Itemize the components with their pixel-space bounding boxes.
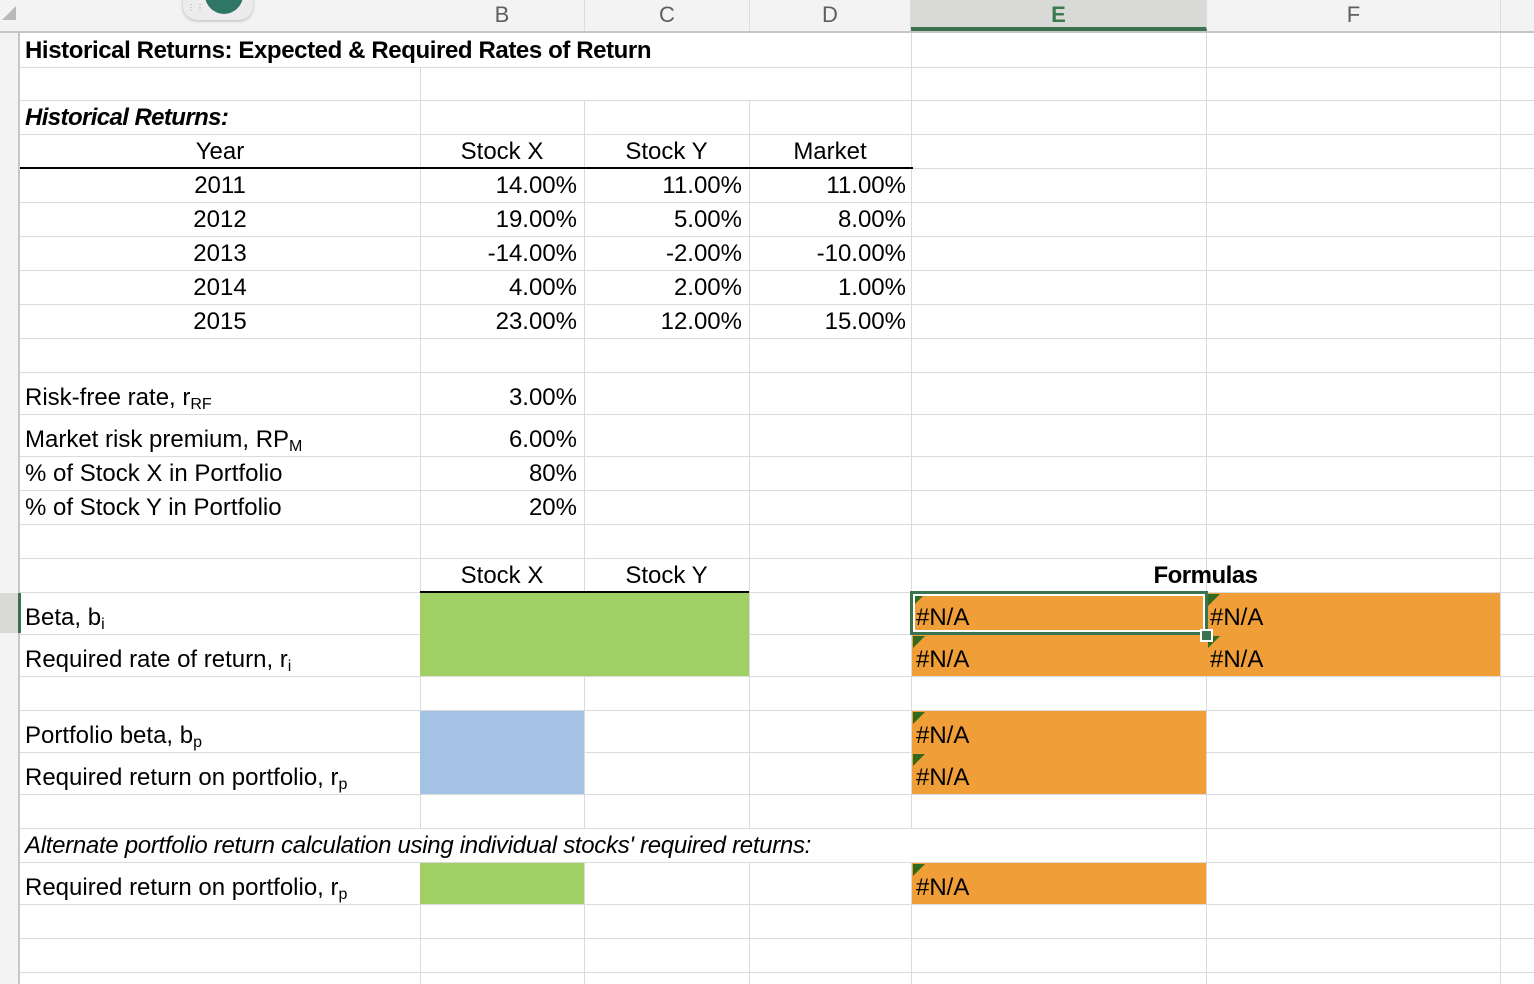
alt-portfolio-return-input-cell[interactable] [420, 863, 584, 904]
column-header-b[interactable]: B [420, 0, 585, 31]
stock-y-cell[interactable]: -2.00% [665, 240, 742, 267]
active-cell-selection[interactable] [910, 591, 1208, 635]
stock-y-cell[interactable]: 12.00% [660, 308, 742, 335]
portfolio-beta-label: Portfolio beta, bp [25, 722, 203, 751]
formula-cell-alt [912, 863, 1206, 904]
formula-required-y[interactable]: #N/A [1210, 646, 1264, 673]
column-header-e[interactable]: E [911, 0, 1207, 31]
sheet-title: Historical Returns: Expected & Required … [25, 37, 652, 64]
risk-free-value[interactable]: 3.00% [508, 384, 577, 411]
pct-stock-x-label: % of Stock X in Portfolio [25, 460, 283, 487]
error-indicator-icon[interactable] [913, 754, 925, 766]
market-cell[interactable]: -10.00% [816, 240, 906, 267]
drag-handle-icon[interactable]: ⋮⋮ [187, 3, 205, 12]
column-header-d[interactable]: D [750, 0, 911, 31]
pct-stock-x-value[interactable]: 80% [528, 460, 577, 487]
column-header-c[interactable]: C [585, 0, 750, 31]
year-cell[interactable]: 2012 [193, 206, 247, 233]
formula-alt-portfolio-return[interactable]: #N/A [916, 874, 970, 901]
error-indicator-icon[interactable] [913, 712, 925, 724]
error-indicator-icon[interactable] [913, 636, 925, 648]
beta-label: Beta, bi [25, 604, 105, 633]
market-cell[interactable]: 8.00% [837, 206, 906, 233]
calc-header-stock-y: Stock Y [625, 562, 708, 589]
stock-x-cell[interactable]: 19.00% [495, 206, 577, 233]
market-cell[interactable]: 15.00% [824, 308, 906, 335]
section-label-historical: Historical Returns: [25, 104, 229, 131]
market-risk-premium-value[interactable]: 6.00% [508, 426, 577, 453]
select-all-corner[interactable] [0, 0, 18, 31]
column-header-bar: B C D E F [0, 0, 1534, 33]
row-header-selected[interactable] [0, 593, 21, 633]
column-header-f[interactable]: F [1207, 0, 1501, 31]
stock-y-cell[interactable]: 5.00% [673, 206, 742, 233]
required-rate-label: Required rate of return, ri [25, 646, 292, 675]
select-all-icon [2, 6, 16, 20]
stock-x-cell[interactable]: 14.00% [495, 172, 577, 199]
alternate-calc-label: Alternate portfolio return calculation u… [25, 832, 812, 859]
stock-y-cell[interactable]: 11.00% [662, 172, 742, 199]
stock-x-cell[interactable]: 4.00% [508, 274, 577, 301]
spreadsheet-grid[interactable]: Historical Returns: Expected & Required … [20, 33, 1534, 984]
formula-cells-portfolio [912, 711, 1206, 794]
stock-x-cell[interactable]: -14.00% [487, 240, 577, 267]
error-indicator-icon[interactable] [913, 594, 925, 606]
market-cell[interactable]: 11.00% [826, 172, 906, 199]
year-cell[interactable]: 2011 [194, 172, 246, 199]
risk-free-label: Risk-free rate, rRF [25, 384, 212, 413]
required-portfolio-return-label: Required return on portfolio, rp [25, 764, 348, 793]
header-stock-y: Stock Y [625, 138, 708, 165]
pct-stock-y-value[interactable]: 20% [528, 494, 577, 521]
add-in-launcher-button[interactable]: ⋮⋮ [183, 0, 253, 20]
year-cell[interactable]: 2015 [193, 308, 247, 335]
market-cell[interactable]: 1.00% [837, 274, 906, 301]
year-cell[interactable]: 2013 [193, 240, 247, 267]
formula-portfolio-beta[interactable]: #N/A [916, 722, 970, 749]
calc-header-stock-x: Stock X [460, 562, 544, 589]
row-header-gutter [0, 33, 20, 984]
calc-header-underline [420, 591, 749, 593]
header-stock-x: Stock X [460, 138, 544, 165]
formula-portfolio-return[interactable]: #N/A [916, 764, 970, 791]
formula-required-x[interactable]: #N/A [916, 646, 970, 673]
alt-required-return-label: Required return on portfolio, rp [25, 874, 348, 903]
stock-x-cell[interactable]: 23.00% [495, 308, 577, 335]
formulas-label: Formulas [1153, 562, 1258, 589]
stock-y-cell[interactable]: 2.00% [673, 274, 742, 301]
header-underline [20, 167, 913, 169]
year-cell[interactable]: 2014 [193, 274, 247, 301]
error-indicator-icon[interactable] [913, 864, 925, 876]
error-indicator-icon[interactable] [1208, 594, 1220, 606]
header-market: Market [793, 138, 867, 165]
add-in-logo-icon [205, 0, 243, 14]
formula-beta-x[interactable]: #N/A [916, 604, 970, 631]
header-year: Year [195, 138, 245, 165]
portfolio-input-cells[interactable] [420, 711, 584, 794]
formula-beta-y[interactable]: #N/A [1210, 604, 1264, 631]
pct-stock-y-label: % of Stock Y in Portfolio [25, 494, 282, 521]
market-risk-premium-label: Market risk premium, RPM [25, 426, 303, 455]
fill-handle[interactable] [1200, 629, 1213, 642]
beta-and-required-return-input-cells[interactable] [420, 593, 749, 676]
